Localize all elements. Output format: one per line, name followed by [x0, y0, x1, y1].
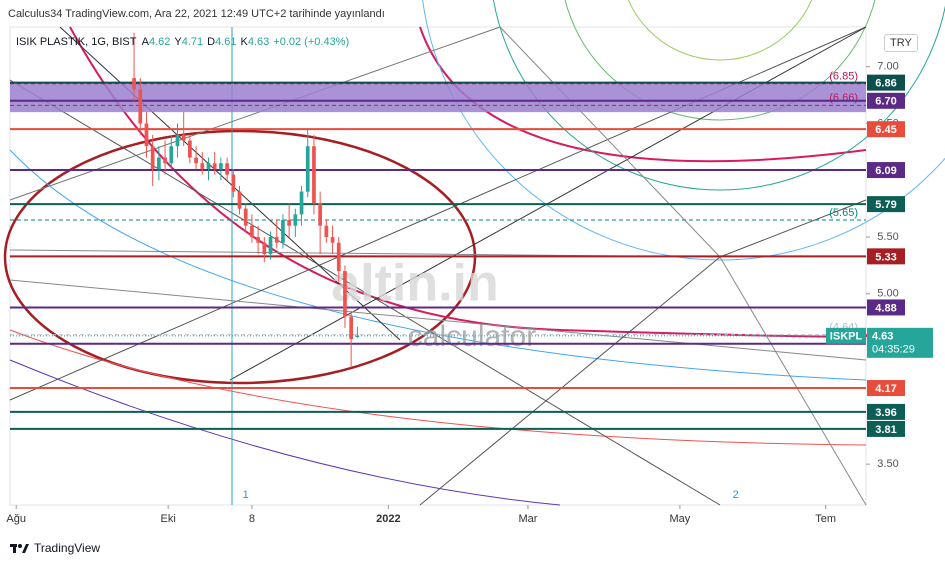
legend: ISIK PLASTIK, 1G, BIST A4.62 Y4.71 D4.61 K4.… [16, 36, 349, 48]
legend-value: 4.63 [248, 36, 269, 48]
level-tag [867, 92, 905, 109]
legend-value: 4.61 [215, 36, 236, 48]
candle-body [181, 134, 186, 141]
level-tag [867, 121, 905, 138]
candle-body [231, 174, 236, 192]
candle-body [157, 157, 161, 169]
candle-body [299, 191, 304, 215]
legend-value: 4.71 [182, 36, 203, 48]
candle-body [349, 316, 354, 340]
x-tick-label: 8 [249, 513, 255, 525]
level-tag-label: 6.70 [875, 96, 896, 108]
candle-body [144, 123, 149, 147]
level-tag-label: 4.88 [875, 302, 896, 314]
candle-body [256, 237, 260, 243]
level-tag [867, 420, 905, 437]
candle-body [219, 163, 223, 169]
level-tag [867, 74, 905, 91]
candle-body [293, 214, 298, 226]
legend-key: Y [174, 36, 182, 48]
ticker-tag [826, 327, 866, 344]
candle-body [268, 237, 273, 255]
zone [10, 82, 866, 113]
candle-body [287, 220, 291, 226]
candle-body [150, 146, 155, 169]
level-tag-label: 3.96 [875, 407, 896, 419]
candle-body [188, 140, 192, 158]
level-tag-label: 6.45 [875, 124, 896, 136]
candle-body [330, 237, 335, 243]
candle-body [163, 157, 167, 164]
level-tag-label: 3.81 [875, 424, 896, 436]
level-tag-label: 4.17 [875, 383, 896, 395]
candle-body [262, 242, 267, 255]
candle-body [324, 225, 329, 238]
candle-body [281, 220, 285, 243]
y-tick-label: 7.00 [877, 61, 898, 73]
candle-body [138, 89, 143, 124]
x-tick-label: May [670, 513, 691, 525]
legend-value: 4.62 [149, 36, 170, 48]
last-price-label: 4.63 [872, 331, 893, 343]
candle-body [250, 225, 254, 238]
currency-button[interactable]: TRY [884, 34, 918, 52]
candle-body [318, 202, 323, 226]
brand: TradingView [34, 541, 101, 555]
x-tick-label: 2022 [376, 513, 400, 525]
candle-body [237, 191, 242, 209]
level-tag [867, 299, 905, 316]
publisher: Calculus34 TradingView.com, Ara 22, 2021… [8, 8, 385, 20]
candle-body [212, 163, 217, 169]
footer: TradingView [10, 541, 100, 555]
candle-body [312, 146, 316, 203]
candle-body [225, 163, 229, 175]
y-tick-label: 5.00 [877, 288, 898, 300]
dashed-level-label: (6.85) [829, 71, 858, 83]
legend-key: A [142, 36, 150, 48]
y-tick-label: 3.50 [877, 458, 898, 470]
candle-body [355, 335, 360, 337]
level-tag-label: 5.33 [875, 251, 896, 263]
x-tick-label: Eki [161, 513, 176, 525]
last-price-tag [867, 327, 933, 358]
candle-body [194, 157, 198, 164]
candle-body [243, 208, 248, 226]
candle-body [169, 146, 174, 164]
candle-body [200, 163, 205, 169]
legend-change: +0.02 (+0.43%) [273, 36, 349, 48]
level-tag-label: 6.09 [875, 165, 896, 177]
x-tick-label: Tem [815, 513, 836, 525]
marker-label: 2 [733, 489, 739, 501]
countdown: 04:35:29 [872, 344, 915, 356]
level-tag [867, 403, 905, 420]
dashed-level-label: (5.65) [829, 207, 858, 219]
watermark: calculator [408, 320, 536, 353]
candle-body [305, 146, 310, 192]
candle-body [175, 134, 180, 147]
ticker-label: ISKPL [830, 331, 863, 343]
level-tag [867, 196, 905, 213]
candle-body [206, 163, 211, 169]
candle-body [336, 242, 341, 272]
watermark: altin.in [331, 255, 499, 313]
x-tick-label: Mar [518, 513, 537, 525]
level-tag-label: 6.86 [875, 78, 896, 90]
level-tag [867, 162, 905, 179]
symbol: ISIK PLASTIK, 1G, BIST [16, 36, 137, 48]
candle-body [343, 271, 347, 317]
candle-body [132, 78, 136, 90]
tv-logo [10, 544, 29, 553]
candle-body [274, 237, 279, 243]
marker-label: 1 [243, 489, 249, 501]
legend-key: K [241, 36, 249, 48]
level-tag [867, 248, 905, 265]
legend-key: D [207, 36, 215, 48]
level-tag-label: 5.79 [875, 199, 896, 211]
level-tag [867, 380, 905, 397]
y-tick-label: 5.50 [877, 231, 898, 243]
dashed-level-label: (6.66) [829, 92, 858, 104]
x-tick-label: Ağu [6, 513, 26, 525]
